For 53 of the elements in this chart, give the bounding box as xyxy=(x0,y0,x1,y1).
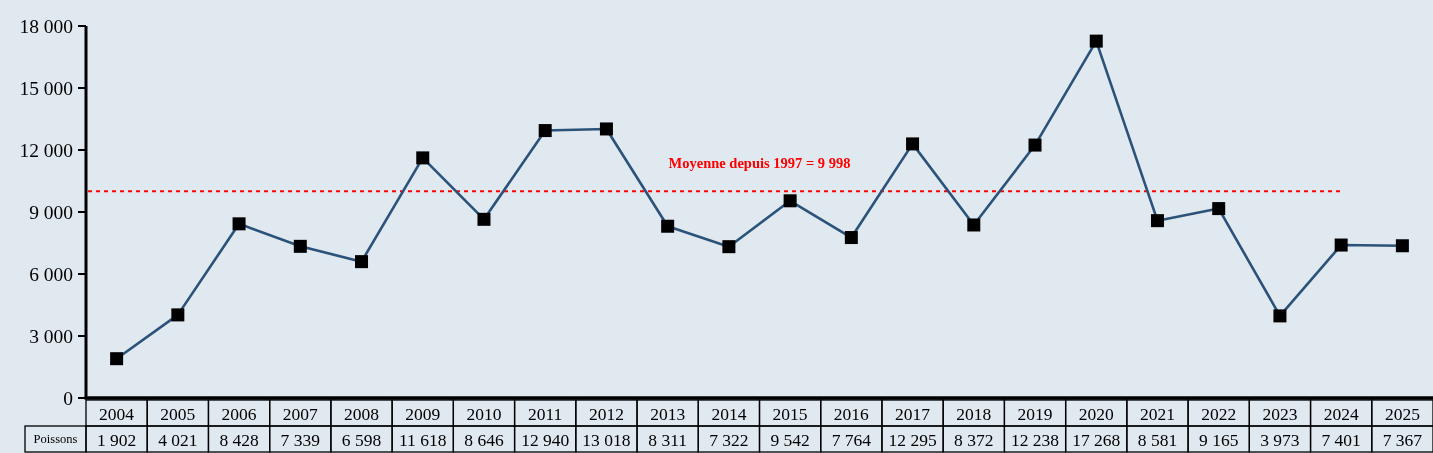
x-tick-label: 2006 xyxy=(221,404,257,424)
x-tick-label: 2013 xyxy=(650,404,686,424)
data-label: 12 940 xyxy=(521,430,570,450)
y-tick-label: 0 xyxy=(63,387,73,409)
x-tick-label: 2024 xyxy=(1323,404,1359,424)
data-label: 1 902 xyxy=(96,430,137,450)
y-tick-label: 15 000 xyxy=(19,77,73,99)
data-label: 4 021 xyxy=(158,430,198,450)
data-label: 12 295 xyxy=(888,430,937,450)
x-tick-label: 2015 xyxy=(772,404,808,424)
y-tick-label: 6 000 xyxy=(29,263,73,285)
x-tick-label: 2017 xyxy=(895,404,931,424)
data-label: 8 311 xyxy=(648,430,688,450)
x-tick-label: 2005 xyxy=(160,404,196,424)
data-label: 7 401 xyxy=(1321,430,1361,450)
x-tick-label: 2007 xyxy=(282,404,319,424)
data-label: 7 367 xyxy=(1382,430,1423,450)
y-tick-label: 18 000 xyxy=(19,15,73,37)
data-label: 9 542 xyxy=(770,430,810,450)
ref-line-label: Moyenne depuis 1997 = 9 998 xyxy=(668,155,851,172)
x-tick-label: 2012 xyxy=(588,404,624,424)
data-label: 7 764 xyxy=(831,430,872,450)
data-label: 3 973 xyxy=(1260,430,1300,450)
y-tick-label: 3 000 xyxy=(29,325,73,347)
data-label: 8 581 xyxy=(1137,430,1178,450)
x-tick-label: 2018 xyxy=(956,404,992,424)
x-tick-label: 2004 xyxy=(99,404,135,424)
x-tick-label: 2010 xyxy=(466,404,502,424)
data-label: 12 238 xyxy=(1010,430,1060,450)
data-label: 17 268 xyxy=(1072,430,1121,450)
data-label: 7 322 xyxy=(709,430,749,450)
x-tick-label: 2009 xyxy=(405,404,441,424)
x-tick-label: 2019 xyxy=(1017,404,1053,424)
x-tick-label: 2023 xyxy=(1262,404,1298,424)
x-tick-label: 2022 xyxy=(1201,404,1237,424)
y-tick-label: 12 000 xyxy=(19,139,73,161)
x-tick-label: 2020 xyxy=(1078,404,1114,424)
x-tick-label: 2014 xyxy=(711,404,747,424)
legend-label: Poissons xyxy=(33,432,78,446)
data-label: 8 372 xyxy=(954,430,994,450)
x-tick-label: 2008 xyxy=(344,404,380,424)
data-label: 7 339 xyxy=(280,430,321,450)
data-label: 11 618 xyxy=(399,430,447,450)
data-label: 9 165 xyxy=(1199,430,1239,450)
x-tick-label: 2016 xyxy=(833,404,870,424)
y-tick-label: 9 000 xyxy=(29,201,73,223)
x-tick-label: 2025 xyxy=(1384,404,1421,424)
data-label: 8 646 xyxy=(464,430,504,450)
x-tick-label: 2021 xyxy=(1139,404,1175,424)
data-label: 8 428 xyxy=(219,430,260,450)
data-label: 6 598 xyxy=(341,430,382,450)
x-tick-label: 2011 xyxy=(528,404,563,424)
data-label: 13 018 xyxy=(582,430,631,450)
